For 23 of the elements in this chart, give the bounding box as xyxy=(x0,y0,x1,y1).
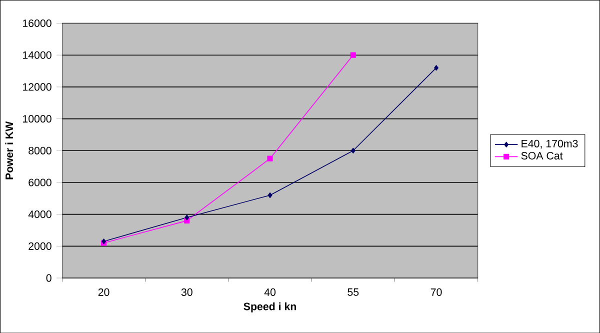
point xyxy=(267,156,273,162)
y-tick-label: 12000 xyxy=(23,83,52,91)
legend-label: E40, 170m3 xyxy=(522,140,578,149)
y-tick-label: 16000 xyxy=(23,19,52,27)
x-tick-label: 40 xyxy=(264,288,276,296)
x-tick-label: 20 xyxy=(98,288,110,296)
y-tick-label: 10000 xyxy=(23,114,52,122)
point xyxy=(350,52,356,58)
y-tick-label: 0 xyxy=(46,274,52,282)
x-tick-label: 70 xyxy=(430,288,442,296)
y-axis-title: Power i KW xyxy=(5,121,14,180)
x-tick-label: 55 xyxy=(348,288,359,296)
y-tick-label: 14000 xyxy=(23,51,52,59)
point xyxy=(268,192,272,198)
legend-label: SOA Cat xyxy=(521,152,563,160)
x-axis-title: Speed i kn xyxy=(244,302,296,312)
point xyxy=(184,214,190,220)
x-tick-label: 30 xyxy=(181,288,192,296)
y-tick-label: 8000 xyxy=(28,146,52,154)
y-tick-label: 6000 xyxy=(28,178,52,186)
point xyxy=(350,148,356,154)
y-tick-label: 4000 xyxy=(28,210,52,218)
y-tick-label: 2000 xyxy=(28,242,52,250)
